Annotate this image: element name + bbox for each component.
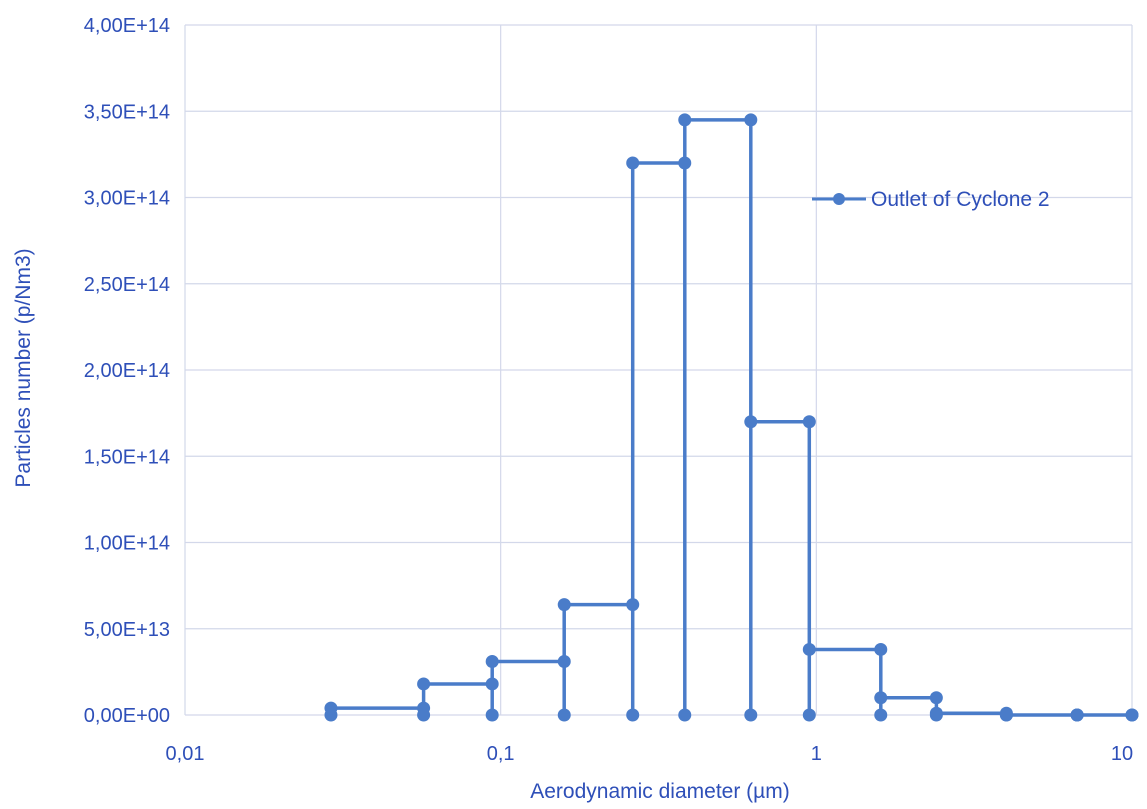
y-tick-label: 3,00E+14 — [84, 188, 170, 210]
data-point — [678, 708, 692, 722]
x-tick-label: 1 — [811, 743, 822, 765]
y-tick-labels: 0,00E+00 5,00E+13 1,00E+14 1,50E+14 2,00E+14… — [84, 15, 170, 727]
data-point — [744, 415, 758, 429]
data-point — [874, 708, 888, 722]
data-point — [485, 677, 499, 691]
data-point — [678, 156, 692, 170]
data-point — [744, 113, 758, 127]
data-point — [557, 598, 571, 612]
x-tick-label: 10 — [1111, 743, 1133, 765]
y-tick-label: 0,00E+00 — [84, 705, 170, 727]
data-point — [485, 708, 499, 722]
legend: Outlet of Cyclone 2 — [812, 188, 1050, 211]
data-point — [626, 156, 640, 170]
legend-point-marker — [833, 193, 845, 205]
y-tick-label: 5,00E+13 — [84, 619, 170, 641]
y-tick-label: 4,00E+14 — [84, 15, 170, 37]
data-point — [929, 706, 943, 720]
data-point — [802, 415, 816, 429]
data-point — [802, 708, 816, 722]
y-tick-label: 1,00E+14 — [84, 533, 170, 555]
data-point — [626, 598, 640, 612]
y-tick-label: 3,50E+14 — [84, 101, 170, 123]
data-point — [626, 708, 640, 722]
data-point — [802, 642, 816, 656]
data-point — [417, 677, 431, 691]
data-point — [557, 655, 571, 669]
data-point — [874, 642, 888, 656]
data-point — [678, 113, 692, 127]
data-point — [874, 691, 888, 705]
data-point — [417, 708, 431, 722]
y-tick-label: 2,00E+14 — [84, 360, 170, 382]
legend-label: Outlet of Cyclone 2 — [871, 188, 1050, 211]
x-tick-label: 0,1 — [487, 743, 515, 765]
data-point — [1125, 708, 1139, 722]
grid — [184, 24, 1133, 716]
data-point — [999, 708, 1013, 722]
x-tick-labels: 0,01 0,1 1 10 — [166, 743, 1134, 765]
y-tick-label: 1,50E+14 — [84, 446, 170, 468]
data-point — [929, 691, 943, 705]
series-group — [324, 113, 1139, 722]
y-tick-label: 2,50E+14 — [84, 274, 170, 296]
data-point — [485, 655, 499, 669]
data-point — [557, 708, 571, 722]
x-tick-label: 0,01 — [166, 743, 205, 765]
x-axis-title: Aerodynamic diameter (µm) — [530, 780, 790, 803]
y-axis-title: Particles number (p/Nm3) — [12, 248, 35, 487]
data-point — [744, 708, 758, 722]
data-point — [1070, 708, 1084, 722]
data-point — [324, 701, 338, 715]
